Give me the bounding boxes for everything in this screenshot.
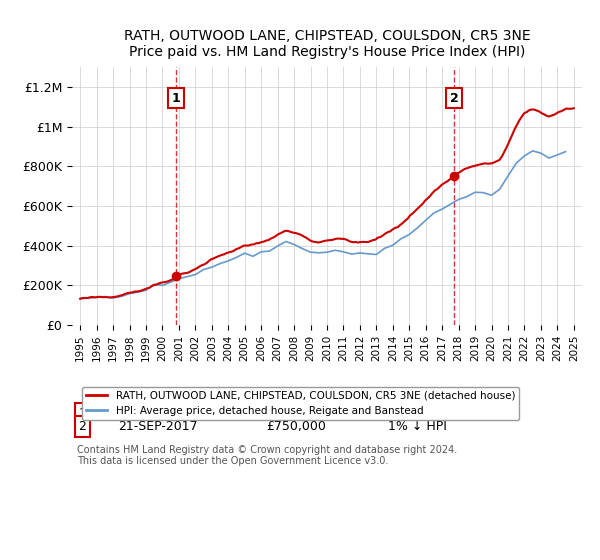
Text: 26-OCT-2000: 26-OCT-2000: [118, 407, 200, 420]
Text: £750,000: £750,000: [266, 420, 326, 433]
Text: £245,000: £245,000: [266, 407, 325, 420]
Text: 1: 1: [172, 92, 181, 105]
Text: 2: 2: [78, 420, 86, 433]
Text: 2: 2: [449, 92, 458, 105]
Title: RATH, OUTWOOD LANE, CHIPSTEAD, COULSDON, CR5 3NE
Price paid vs. HM Land Registry: RATH, OUTWOOD LANE, CHIPSTEAD, COULSDON,…: [124, 29, 530, 59]
Text: 1: 1: [78, 407, 86, 420]
Text: 21-SEP-2017: 21-SEP-2017: [118, 420, 197, 433]
Text: Contains HM Land Registry data © Crown copyright and database right 2024.
This d: Contains HM Land Registry data © Crown c…: [77, 445, 457, 466]
Text: 16% ↓ HPI: 16% ↓ HPI: [388, 407, 455, 420]
Legend: RATH, OUTWOOD LANE, CHIPSTEAD, COULSDON, CR5 3NE (detached house), HPI: Average : RATH, OUTWOOD LANE, CHIPSTEAD, COULSDON,…: [82, 387, 520, 420]
Text: 1% ↓ HPI: 1% ↓ HPI: [388, 420, 447, 433]
